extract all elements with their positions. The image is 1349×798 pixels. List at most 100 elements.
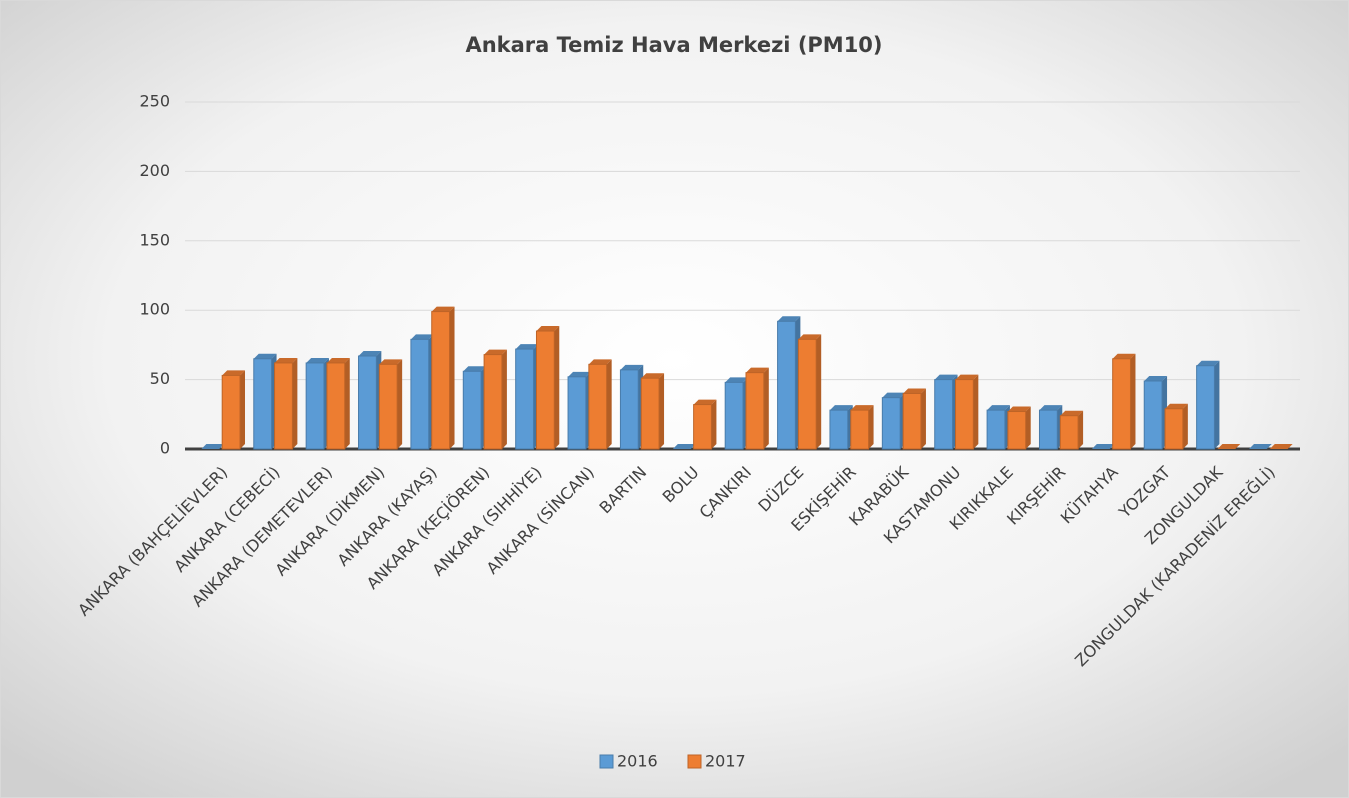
bar-top (934, 374, 958, 380)
bar (326, 362, 346, 450)
bar-top (588, 359, 612, 365)
bar (515, 348, 534, 450)
bar (619, 369, 639, 450)
bar-top (987, 405, 1010, 411)
y-tick-label: 100 (139, 300, 170, 319)
bar-top (201, 444, 225, 449)
bar (934, 379, 954, 450)
y-tick-label: 50 (150, 369, 170, 388)
bar (588, 363, 608, 450)
bar (1007, 411, 1027, 450)
bar-top (1144, 375, 1168, 381)
bar (253, 358, 273, 450)
bar-side (763, 367, 769, 449)
bar (829, 409, 849, 450)
bar (777, 320, 796, 450)
bar (431, 311, 451, 450)
bar (881, 397, 901, 450)
bar (724, 381, 744, 450)
bar-top (568, 371, 591, 377)
bar-top (1060, 410, 1084, 416)
bar-side (816, 334, 822, 449)
bar-side (397, 359, 403, 449)
bar (693, 404, 712, 450)
legend-label: 2017 (705, 752, 746, 771)
bar-side (1025, 406, 1031, 449)
bar-side (973, 374, 979, 449)
bar (1038, 409, 1058, 450)
bar (358, 355, 377, 450)
legend-label: 2016 (617, 752, 658, 771)
bar-side (292, 357, 298, 449)
bar (221, 374, 241, 450)
bar (1059, 415, 1079, 450)
bar (1196, 365, 1215, 450)
bar-side (659, 373, 665, 449)
bar-side (1214, 360, 1220, 449)
bar (986, 409, 1006, 450)
bar-top (850, 405, 874, 411)
bar-side (240, 370, 245, 449)
bar-top (1039, 405, 1063, 411)
bar-top (882, 392, 906, 398)
bar (955, 379, 974, 450)
bar (1164, 408, 1184, 450)
bar-top (1196, 360, 1220, 366)
bar-side (606, 359, 612, 449)
bar-top (1217, 444, 1241, 449)
bar-top (253, 353, 277, 359)
y-tick-label: 200 (139, 161, 170, 180)
bar-top (1091, 444, 1115, 449)
bar (902, 392, 922, 450)
bar-top (620, 364, 644, 370)
bar-side (501, 349, 507, 449)
bar-top (222, 370, 245, 376)
bar-side (1130, 353, 1136, 449)
bar-top (1165, 403, 1188, 409)
bar-top (484, 349, 507, 355)
bar-top (777, 316, 801, 322)
bar-top (725, 377, 748, 383)
bar-side (920, 388, 926, 449)
bar-top (672, 444, 696, 449)
y-tick-label: 0 (160, 439, 170, 458)
bar (640, 377, 660, 450)
bar-side (344, 357, 350, 449)
y-tick-label: 150 (139, 230, 170, 249)
bar-top (358, 351, 382, 357)
bar-side (1182, 403, 1188, 449)
bar-top (1007, 406, 1031, 412)
bar (535, 330, 555, 450)
bar-top (903, 388, 926, 394)
bar-top (306, 357, 329, 363)
legend-swatch (599, 754, 614, 769)
bar-top (515, 344, 539, 350)
bar-top (798, 334, 822, 340)
bar-top (1112, 353, 1136, 359)
bar-top (536, 326, 560, 332)
bar-top (1269, 444, 1293, 449)
bar-top (274, 357, 298, 363)
bar-side (1078, 410, 1084, 449)
bar (797, 338, 817, 450)
bar (1143, 380, 1163, 450)
bar (745, 372, 765, 450)
bar-top (1249, 444, 1272, 449)
bar-top (431, 306, 455, 312)
bar (483, 354, 503, 450)
bar-top (641, 373, 665, 379)
bar-top (410, 334, 434, 340)
y-tick-label: 250 (139, 92, 170, 111)
bar-side (554, 326, 560, 449)
bar-side (868, 405, 874, 449)
bar-side (449, 306, 455, 449)
bar (274, 362, 293, 450)
bar (850, 409, 870, 450)
bar-top (379, 359, 403, 365)
bar (1112, 358, 1131, 450)
chart-title: Ankara Temiz Hava Merkezi (PM10) (465, 33, 882, 57)
bar-top (829, 405, 853, 411)
bar-top (463, 366, 487, 372)
bar-top (693, 399, 717, 405)
